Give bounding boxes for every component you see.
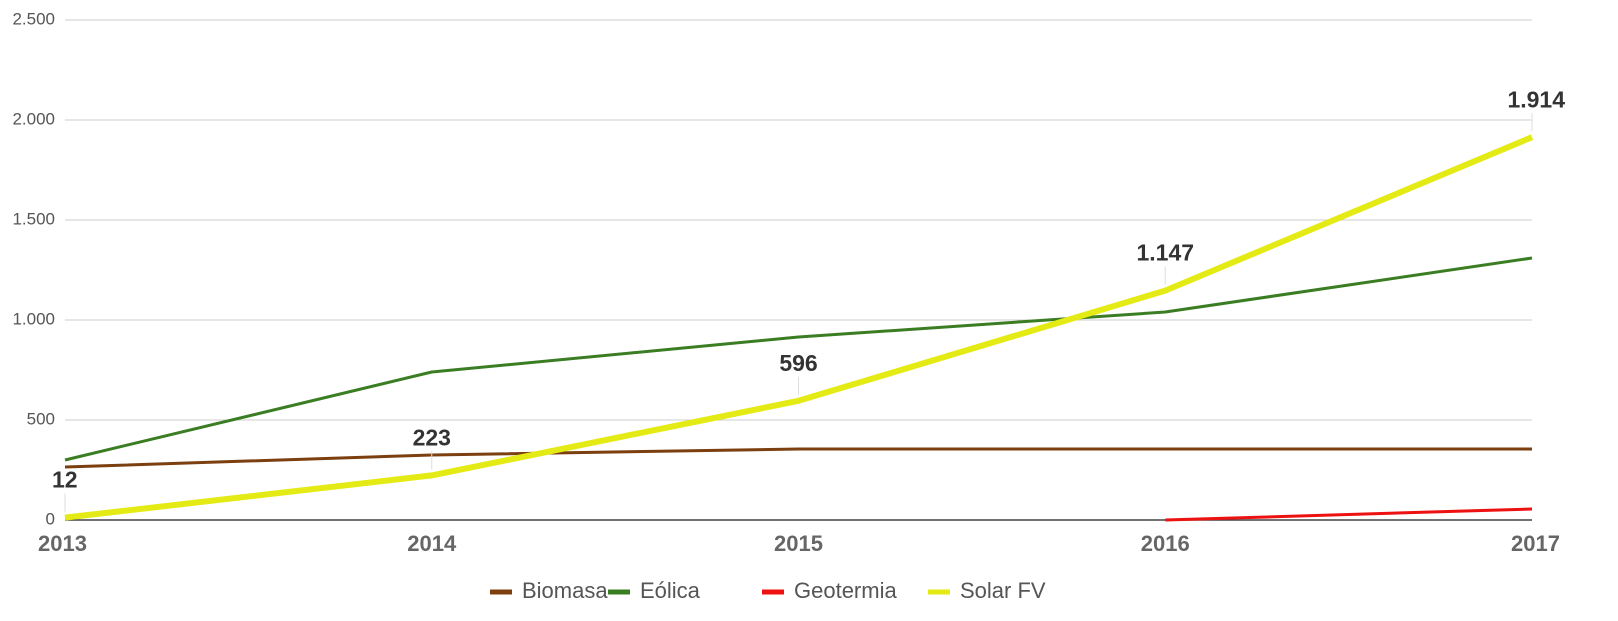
legend-label: Solar FV [960,578,1046,603]
x-tick-label: 2014 [407,531,457,556]
x-tick-label: 2016 [1141,531,1190,556]
data-label: 223 [413,424,451,450]
y-tick-label: 500 [27,409,55,428]
data-label: 1.147 [1136,240,1194,266]
series-line [64,134,1534,521]
y-tick-label: 2.000 [12,109,55,128]
data-label: 12 [52,467,78,493]
y-tick-label: 1.000 [12,309,55,328]
y-tick-label: 1.500 [12,209,55,228]
legend-label: Geotermia [794,578,897,603]
series-line [1165,507,1533,522]
x-tick-label: 2013 [38,531,87,556]
legend-label: Eólica [640,578,701,603]
series-line [64,447,1532,469]
x-tick-label: 2015 [774,531,823,556]
legend-label: Biomasa [522,578,608,603]
data-label: 596 [779,350,817,376]
series-line [64,256,1533,462]
y-tick-label: 0 [46,509,55,528]
y-tick-label: 2.500 [12,9,55,28]
x-tick-label: 2017 [1511,531,1560,556]
data-label: 1.914 [1507,86,1565,112]
